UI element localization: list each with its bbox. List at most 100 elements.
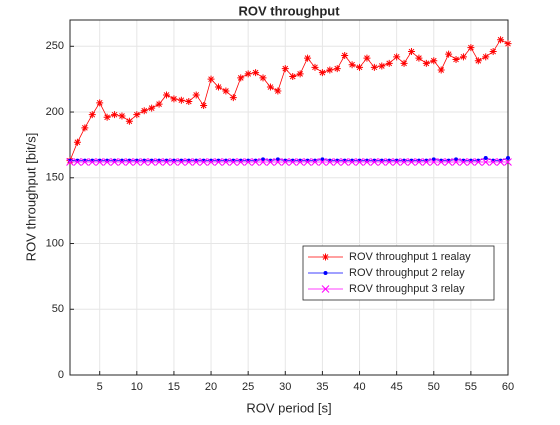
marker [304,54,312,62]
marker [474,57,482,65]
marker [303,158,312,166]
marker [393,53,401,61]
x-axis-label: ROV period [s] [246,400,331,415]
marker [378,62,386,70]
marker [177,96,185,104]
x-tick-label: 10 [131,381,143,393]
legend-label: ROV throughput 1 realay [349,251,471,263]
marker [132,158,141,166]
marker [155,100,163,108]
marker [73,158,82,166]
marker [392,158,401,166]
marker [444,158,453,166]
marker [415,54,423,62]
marker [474,158,483,166]
chart-title: ROV throughput [238,3,340,18]
y-tick-label: 200 [46,106,64,118]
marker [377,158,386,166]
marker [348,61,356,69]
plot-area [70,20,508,375]
marker [259,158,267,166]
x-tick-label: 60 [502,381,514,393]
marker [170,95,178,103]
marker [81,124,89,132]
marker [177,158,186,166]
marker [289,73,297,81]
marker [185,98,193,106]
marker [482,53,490,61]
marker [88,111,96,119]
marker [326,66,334,74]
marker [73,138,81,146]
marker [95,158,104,166]
marker [333,65,341,73]
marker [459,53,467,61]
marker [400,59,408,67]
marker [207,75,215,83]
y-tick-label: 100 [46,237,64,249]
x-tick-label: 40 [353,381,365,393]
marker [155,158,163,166]
marker [356,63,364,71]
marker [88,158,97,166]
marker [111,111,119,119]
marker [274,87,282,95]
marker [311,158,319,166]
y-tick-label: 0 [58,369,64,381]
y-tick-label: 50 [52,303,64,315]
marker [192,158,201,166]
marker [437,158,446,166]
marker [236,158,245,166]
marker [281,65,289,73]
x-tick-label: 15 [168,381,180,393]
marker [125,158,134,166]
marker [363,54,371,62]
marker [266,158,275,166]
legend-marker [323,271,328,275]
marker [481,158,490,166]
marker [445,50,453,58]
marker [200,101,208,109]
marker [148,104,156,112]
marker [244,70,252,78]
x-tick-label: 50 [428,381,440,393]
marker [207,158,215,166]
marker [199,158,208,166]
marker [252,69,260,77]
marker [103,158,111,166]
legend-marker [322,253,329,261]
marker [341,52,349,59]
marker [140,158,149,166]
marker [96,99,104,107]
marker [429,158,438,166]
marker [407,158,416,166]
x-tick-label: 55 [465,381,477,393]
legend-marker [321,285,330,293]
marker [452,55,460,63]
marker [311,63,319,71]
marker [296,158,304,166]
marker [214,158,223,166]
x-tick-label: 5 [97,381,103,393]
marker [504,40,512,48]
marker [162,158,171,166]
marker [489,48,497,56]
marker [184,158,193,166]
marker [118,158,126,166]
marker [259,74,267,82]
marker [296,70,304,78]
marker [407,48,415,56]
x-tick-label: 35 [316,381,328,393]
marker [370,63,378,71]
marker [237,74,245,82]
marker [355,158,364,166]
marker [504,158,512,166]
marker [497,36,505,44]
marker [170,158,178,166]
marker [348,158,356,166]
marker [229,94,237,102]
marker [103,113,111,121]
marker [125,117,133,125]
marker [467,44,475,52]
marker [415,158,423,166]
